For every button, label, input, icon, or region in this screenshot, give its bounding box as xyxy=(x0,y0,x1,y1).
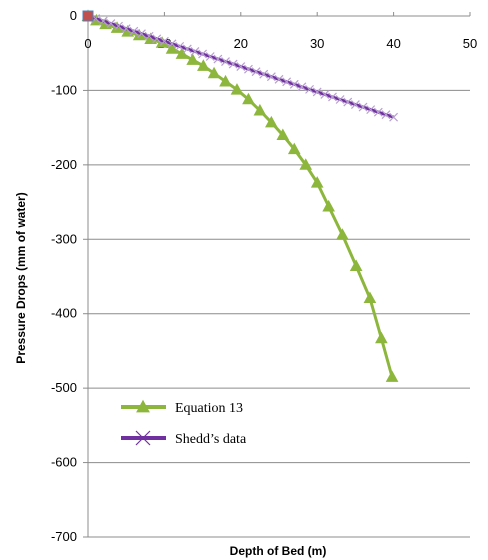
data-point xyxy=(106,19,116,29)
y-tick-label: -100 xyxy=(51,82,77,97)
data-point xyxy=(381,110,391,120)
data-point xyxy=(335,95,345,104)
legend-item-shedds-data: Shedd’s data xyxy=(121,430,247,447)
data-point xyxy=(265,115,278,128)
data-point xyxy=(274,74,284,84)
data-point xyxy=(244,64,253,74)
data-point xyxy=(328,92,337,102)
data-point xyxy=(297,82,307,92)
data-point xyxy=(363,291,377,304)
data-point xyxy=(175,47,189,59)
data-point xyxy=(310,176,324,188)
data-point xyxy=(186,53,199,65)
data-point xyxy=(320,90,330,99)
legend-label: Equation 13 xyxy=(175,401,243,416)
data-point xyxy=(98,16,108,26)
legend-marker xyxy=(135,430,151,446)
data-point xyxy=(190,47,200,56)
series-shedds-data xyxy=(83,11,399,122)
data-point xyxy=(121,24,131,34)
data-point xyxy=(251,67,261,77)
legend-marker xyxy=(136,399,150,413)
y-tick-label: -400 xyxy=(51,306,77,321)
data-point xyxy=(350,100,360,109)
axes xyxy=(83,12,471,538)
data-point xyxy=(385,370,399,382)
data-point xyxy=(276,128,290,141)
data-point xyxy=(144,31,154,41)
data-point xyxy=(242,92,255,105)
y-tick-label: -600 xyxy=(51,455,77,470)
data-point xyxy=(299,158,313,170)
data-point xyxy=(253,103,267,116)
data-point xyxy=(312,87,322,97)
data-point xyxy=(230,83,244,95)
data-point xyxy=(236,62,246,72)
data-point xyxy=(197,59,210,71)
origin-marker xyxy=(82,10,94,22)
data-point xyxy=(389,112,399,122)
data-point xyxy=(114,21,123,31)
data-point xyxy=(198,49,208,59)
y-tick-labels: 0 -100 -200 -300 -400 -500 -600 -700 xyxy=(51,8,77,544)
x-tick-label: 0 xyxy=(84,36,91,51)
data-point xyxy=(175,41,185,51)
y-tick-label: -500 xyxy=(51,380,77,395)
data-point xyxy=(159,36,169,46)
legend: Equation 13 Shedd’s data xyxy=(121,399,247,447)
legend-label: Shedd’s data xyxy=(175,432,247,447)
data-point xyxy=(266,72,276,82)
gridlines xyxy=(88,89,470,538)
legend-item-equation-13: Equation 13 xyxy=(121,399,243,416)
data-point xyxy=(259,69,269,79)
data-point xyxy=(305,84,314,94)
y-axis-title: Pressure Drops (mm of water) xyxy=(14,192,28,363)
y-tick-label: 0 xyxy=(70,8,77,23)
data-point xyxy=(219,74,232,87)
data-point xyxy=(137,29,146,39)
data-point xyxy=(165,42,179,54)
x-tick-label: 50 xyxy=(463,36,477,51)
x-tick-label: 30 xyxy=(310,36,324,51)
data-point xyxy=(373,107,383,117)
data-point xyxy=(349,259,363,272)
data-point xyxy=(343,97,353,107)
x-tick-label: 20 xyxy=(234,36,248,51)
data-point xyxy=(289,79,299,89)
data-point xyxy=(322,199,335,212)
data-point xyxy=(129,26,139,36)
data-point xyxy=(228,59,238,69)
x-axis-title: Depth of Bed (m) xyxy=(230,544,327,558)
series-line xyxy=(87,14,394,378)
y-tick-label: -300 xyxy=(51,231,77,246)
data-point xyxy=(221,57,230,66)
y-tick-label: -200 xyxy=(51,157,77,172)
data-point xyxy=(182,44,192,54)
data-point xyxy=(213,54,223,64)
data-point xyxy=(336,228,349,240)
data-point xyxy=(167,39,177,49)
data-point xyxy=(375,331,388,344)
data-point xyxy=(205,52,215,61)
data-point xyxy=(366,105,376,115)
x-tick-label: 40 xyxy=(386,36,400,51)
data-point xyxy=(282,77,292,87)
data-point xyxy=(152,34,162,44)
series-group xyxy=(81,9,399,382)
data-point xyxy=(287,142,301,155)
data-point xyxy=(358,102,368,112)
y-tick-label: -700 xyxy=(51,529,77,544)
data-point xyxy=(207,66,221,79)
